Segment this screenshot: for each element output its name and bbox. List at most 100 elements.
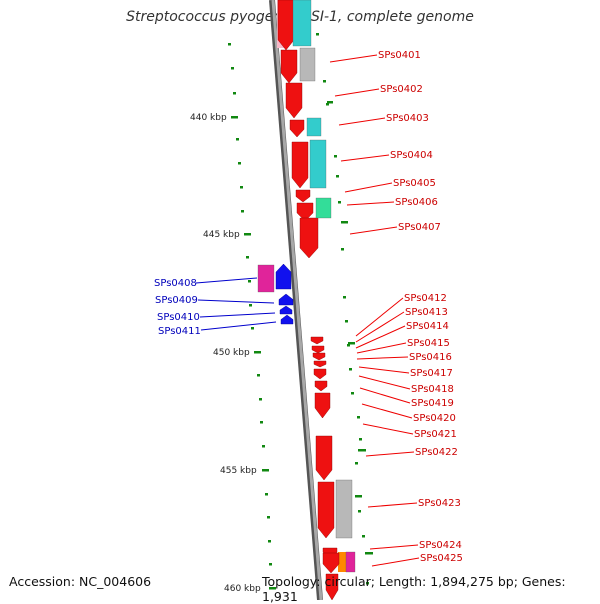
gene-connector-right-15 (361, 403, 413, 419)
right-dash-4 (365, 552, 373, 555)
minor-tick-10 (251, 327, 254, 330)
feature-green-1 (315, 197, 332, 219)
gene-connector-right-11 (356, 356, 409, 360)
gene-track (257, 0, 356, 600)
scale-label-445: 445 kbp (203, 230, 240, 240)
gene-connector-left-2 (199, 312, 276, 318)
gene-connector-right-7 (355, 297, 404, 337)
forward-gene-arrow-19 (325, 573, 339, 600)
right-tick-14 (355, 462, 358, 465)
gene-label-SPs0419[interactable]: SPs0419 (411, 398, 454, 409)
right-tick-11 (334, 155, 337, 158)
forward-gene-arrow-13 (314, 380, 328, 392)
minor-tick-1 (231, 67, 234, 70)
gene-label-SPs0407[interactable]: SPs0407 (398, 222, 441, 233)
minor-tick-3 (236, 138, 239, 141)
forward-gene-arrow-2 (285, 82, 303, 119)
forward-gene-arrow-1 (280, 49, 298, 84)
gene-label-SPs0423[interactable]: SPs0423 (418, 498, 461, 509)
forward-gene-arrow-4 (291, 141, 309, 189)
gene-label-SPs0411[interactable]: SPs0411 (158, 326, 201, 337)
forward-gene-arrow-14 (314, 392, 331, 419)
gene-label-SPs0410[interactable]: SPs0410 (157, 312, 200, 323)
right-tick-3 (343, 296, 346, 299)
minor-tick-15 (265, 493, 268, 496)
gene-connector-right-12 (358, 366, 410, 374)
right-tick-1 (323, 80, 326, 83)
right-tick-2 (326, 103, 329, 106)
right-tick-10 (341, 248, 344, 251)
gene-connector-right-20 (371, 557, 420, 567)
gene-label-SPs0404[interactable]: SPs0404 (390, 150, 433, 161)
minor-tick-16 (267, 516, 270, 519)
minor-tick-7 (246, 256, 249, 259)
gene-label-SPs0402[interactable]: SPs0402 (380, 84, 423, 95)
minor-tick-0 (228, 43, 231, 46)
forward-gene-arrow-12 (313, 368, 327, 380)
gene-label-SPs0405[interactable]: SPs0405 (393, 178, 436, 189)
gene-connector-left-3 (200, 321, 277, 331)
gene-connector-right-18 (367, 502, 418, 508)
gene-label-SPs0417[interactable]: SPs0417 (410, 368, 453, 379)
forward-gene-arrow-7 (299, 217, 319, 259)
minor-tick-18 (269, 563, 272, 566)
right-tick-8 (357, 416, 360, 419)
gene-connector-right-2 (338, 117, 386, 126)
gene-label-SPs0418[interactable]: SPs0418 (411, 384, 454, 395)
gene-label-SPs0421[interactable]: SPs0421 (414, 429, 457, 440)
reverse-gene-arrow-1 (278, 293, 294, 306)
gene-connector-right-6 (349, 226, 398, 235)
right-dash-5 (355, 495, 362, 498)
right-tick-0 (316, 33, 319, 36)
major-tick-2 (254, 351, 261, 354)
minor-tick-13 (260, 421, 263, 424)
scale-label-440: 440 kbp (190, 113, 227, 123)
gene-label-SPs0415[interactable]: SPs0415 (407, 338, 450, 349)
right-dash-3 (358, 449, 366, 452)
scale-label-455: 455 kbp (220, 466, 257, 476)
major-tick-3 (262, 469, 269, 472)
right-tick-7 (351, 392, 354, 395)
gene-connector-right-1 (334, 88, 380, 97)
right-tick-5 (347, 344, 350, 347)
gene-connector-right-9 (355, 325, 406, 349)
reverse-gene-arrow-3 (280, 314, 294, 325)
gene-label-SPs0420[interactable]: SPs0420 (413, 413, 456, 424)
gene-label-SPs0412[interactable]: SPs0412 (404, 293, 447, 304)
gene-label-SPs0406[interactable]: SPs0406 (395, 197, 438, 208)
feature-gray-2 (335, 479, 353, 539)
gene-label-SPs0408[interactable]: SPs0408 (154, 278, 197, 289)
gene-label-SPs0416[interactable]: SPs0416 (409, 352, 452, 363)
scale-label-450: 450 kbp (213, 348, 250, 358)
gene-label-SPs0422[interactable]: SPs0422 (415, 447, 458, 458)
gene-connector-right-19 (369, 544, 419, 550)
gene-label-SPs0401[interactable]: SPs0401 (378, 50, 421, 61)
gene-connector-right-8 (355, 311, 405, 343)
major-tick-4 (269, 587, 276, 590)
minor-tick-2 (233, 92, 236, 95)
right-tick-9 (359, 438, 362, 441)
forward-gene-arrow-11 (313, 360, 327, 368)
gene-label-SPs0409[interactable]: SPs0409 (155, 295, 198, 306)
gene-label-SPs0425[interactable]: SPs0425 (420, 553, 463, 564)
gene-label-SPs0424[interactable]: SPs0424 (419, 540, 462, 551)
minor-tick-14 (262, 445, 265, 448)
gene-label-SPs0413[interactable]: SPs0413 (405, 307, 448, 318)
gene-label-SPs0403[interactable]: SPs0403 (386, 113, 429, 124)
right-tick-13 (336, 175, 339, 178)
right-dash-1 (341, 221, 348, 224)
forward-gene-arrow-5 (295, 189, 311, 203)
scale-label-460: 460 kbp (224, 584, 261, 594)
gene-connector-right-4 (344, 182, 393, 193)
forward-gene-arrow-9 (311, 345, 325, 354)
right-dash-2 (348, 342, 355, 345)
right-tick-15 (358, 510, 361, 513)
gene-connector-right-17 (365, 451, 415, 457)
right-tick-12 (338, 201, 341, 204)
forward-gene-arrow-15 (315, 435, 333, 481)
gene-connector-right-13 (358, 375, 411, 390)
feature-cyan-3 (309, 139, 327, 189)
gene-connector-right-5 (346, 201, 395, 206)
minor-tick-8 (248, 280, 251, 283)
gene-label-SPs0414[interactable]: SPs0414 (406, 321, 449, 332)
